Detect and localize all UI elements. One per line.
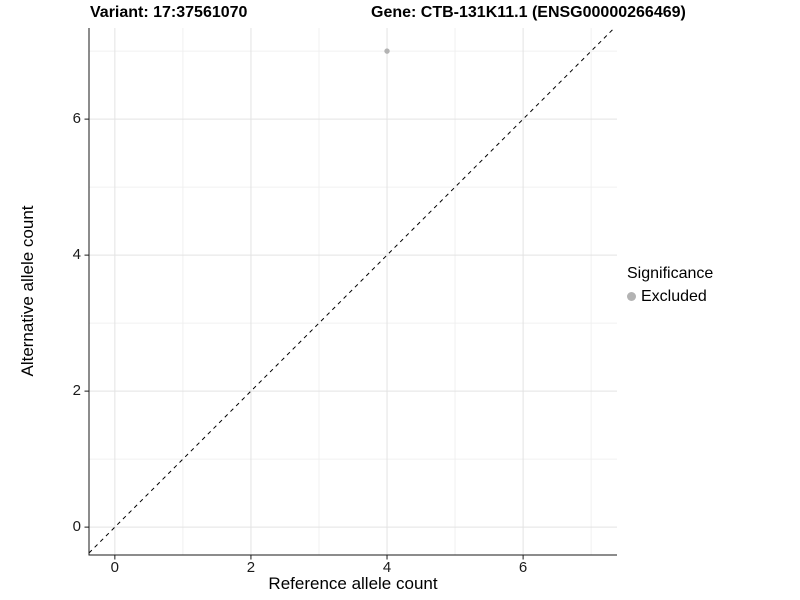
y-axis-label: Alternative allele count xyxy=(18,205,37,377)
plot-title-gene: Gene: CTB-131K11.1 (ENSG00000266469) xyxy=(371,4,686,21)
x-tick-label: 0 xyxy=(110,559,120,576)
x-tick-label: 4 xyxy=(382,559,392,576)
plot-title-variant: Variant: 17:37561070 xyxy=(90,4,248,21)
legend-title: Significance xyxy=(627,265,714,282)
x-tick-label: 6 xyxy=(518,559,528,576)
x-axis-label: Reference allele count xyxy=(268,574,438,593)
legend-entry: Excluded xyxy=(627,287,713,306)
y-tick-label: 2 xyxy=(72,382,81,400)
legend-entry-label: Excluded xyxy=(641,288,707,305)
data-point xyxy=(384,48,390,54)
y-tick-label: 4 xyxy=(72,246,81,264)
legend: Significance Excluded xyxy=(627,264,713,306)
y-tick-label: 0 xyxy=(72,518,81,536)
y-tick-label: 6 xyxy=(72,110,81,128)
identity-reference-line xyxy=(88,27,615,554)
legend-point-swatch xyxy=(627,292,636,301)
x-tick-label: 2 xyxy=(246,559,256,576)
